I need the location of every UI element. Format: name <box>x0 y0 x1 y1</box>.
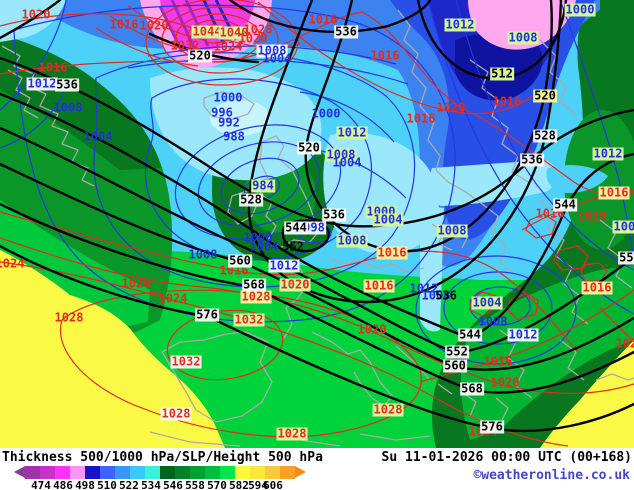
scale-color-cell <box>190 466 205 479</box>
scale-value: 486 <box>53 479 73 490</box>
scale-arrow-right <box>295 466 306 478</box>
scale-color-cell <box>115 466 130 479</box>
scale-color-cell <box>100 466 115 479</box>
scale-color-cell <box>25 466 40 479</box>
legend-datetime: Su 11-01-2026 00:00 UTC (00+168) <box>381 450 632 465</box>
scale-value: 498 <box>75 479 95 490</box>
scale-value: 594 <box>248 479 268 490</box>
scale-color-cell <box>40 466 55 479</box>
scale-color-cell <box>55 466 70 479</box>
scale-value: 606 <box>263 479 283 490</box>
scale-color-cell <box>235 466 250 479</box>
scale-color-cell <box>160 466 175 479</box>
scale-color-cell <box>250 466 265 479</box>
scale-arrow-left <box>14 466 25 478</box>
scale-values: 474 486 498 510 522 534 546 558 570 582 594 606 <box>25 479 325 490</box>
thickness-fill-regions <box>0 0 634 448</box>
scale-color-cell <box>145 466 160 479</box>
weather-map <box>0 0 634 448</box>
legend-title: Thickness 500/1000 hPa/SLP/Height 500 hP… <box>2 450 323 465</box>
scale-color-cell <box>130 466 145 479</box>
scale-value: 558 <box>185 479 205 490</box>
scale-color-cell <box>205 466 220 479</box>
copyright: ©weatheronline.co.uk <box>473 468 630 483</box>
scale-value: 522 <box>119 479 139 490</box>
scale-color-cell <box>175 466 190 479</box>
scale-value: 534 <box>141 479 161 490</box>
legend-bar: Thickness 500/1000 hPa/SLP/Height 500 hP… <box>0 448 634 490</box>
scale-color-cell <box>85 466 100 479</box>
scale-value: 582 <box>229 479 249 490</box>
thickness-color-scale <box>25 466 295 479</box>
scale-value: 546 <box>163 479 183 490</box>
scale-value: 510 <box>97 479 117 490</box>
scale-value: 474 <box>31 479 51 490</box>
scale-color-cell <box>220 466 235 479</box>
scale-color-cell <box>265 466 280 479</box>
scale-color-cell <box>70 466 85 479</box>
scale-value: 570 <box>207 479 227 490</box>
scale-color-cell <box>280 466 295 479</box>
